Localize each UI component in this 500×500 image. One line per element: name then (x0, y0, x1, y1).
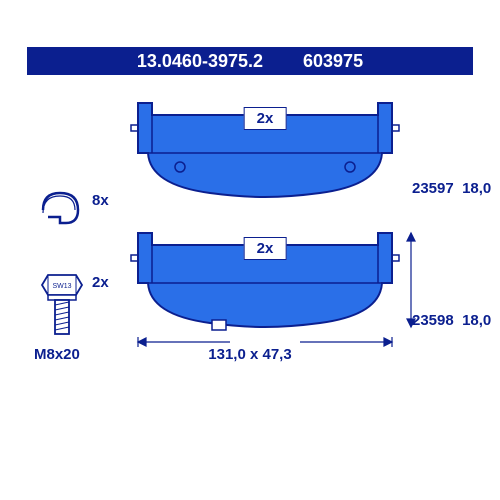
brake-pad-bottom: 2x (130, 225, 400, 335)
pad-top-qty: 2x (244, 107, 287, 130)
pad-bottom-ref: 23598 18,0 (412, 312, 491, 329)
bolt-sw-label: SW13 (52, 283, 71, 290)
brake-pad-top: 2x (130, 95, 400, 205)
pad-bottom-qty: 2x (244, 237, 287, 260)
height-dimension-arrows (404, 225, 418, 335)
header-bar: 13.0460-3975.2 603975 (27, 47, 473, 75)
part-number: 13.0460-3975.2 (137, 51, 263, 72)
pad-top-ref: 23597 18,0 (412, 180, 491, 197)
clip-qty: 8x (92, 192, 109, 209)
secondary-number: 603975 (303, 51, 363, 72)
bolt-icon: SW13 (38, 265, 86, 340)
bolt-qty: 2x (92, 274, 109, 291)
clip-icon (38, 185, 83, 230)
bolt-size-label: M8x20 (34, 346, 80, 363)
